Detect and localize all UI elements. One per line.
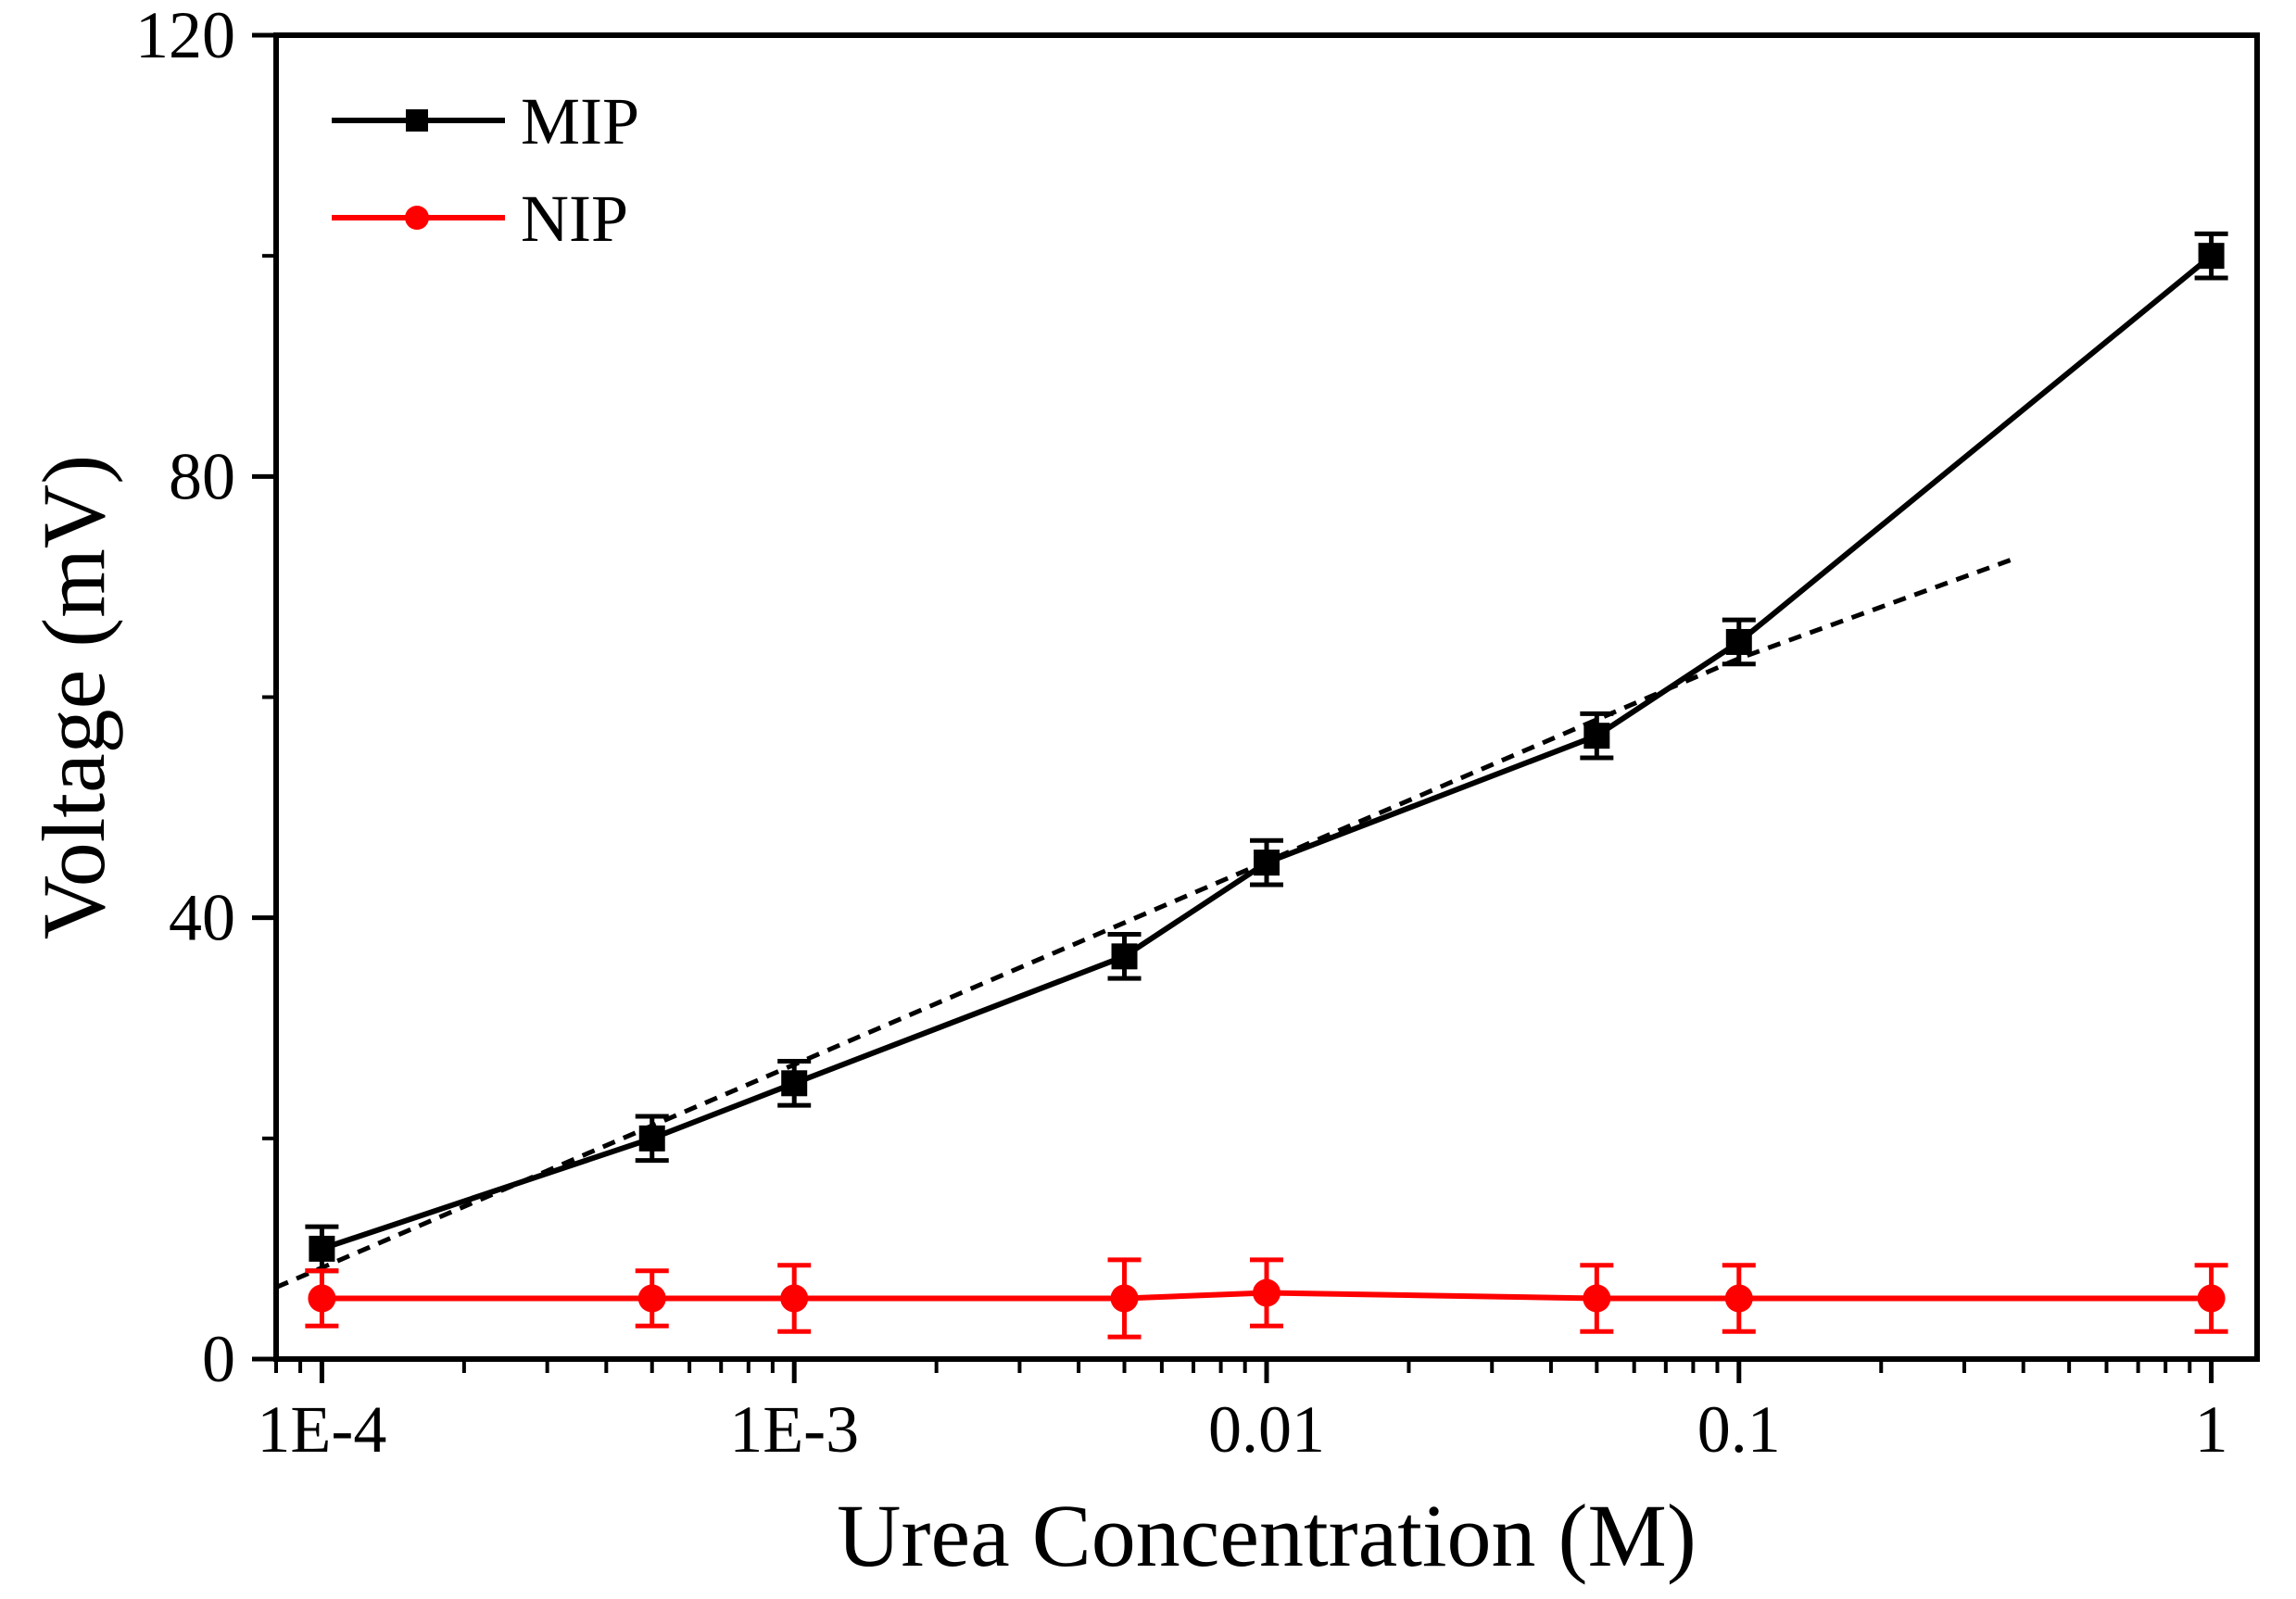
data-point-mip xyxy=(2198,243,2225,270)
data-point-nip xyxy=(1583,1284,1611,1313)
data-point-mip xyxy=(781,1070,808,1097)
y-tick-label: 120 xyxy=(135,0,235,72)
x-axis-title: Urea Concentration (M) xyxy=(837,1486,1697,1585)
data-point-nip xyxy=(1110,1284,1139,1313)
tick-layer xyxy=(252,32,2214,1383)
data-point-mip xyxy=(1583,723,1610,749)
data-point-mip xyxy=(1254,850,1280,876)
x-tick-label: 0.01 xyxy=(1208,1392,1325,1467)
legend: MIP NIP xyxy=(332,84,639,256)
series-line-mip xyxy=(321,253,2214,1252)
data-point-nip xyxy=(1253,1278,1280,1307)
data-point-mip xyxy=(638,1125,665,1152)
legend-label-mip: MIP xyxy=(521,84,639,158)
y-tick-label: 80 xyxy=(169,439,235,513)
data-point-nip xyxy=(1724,1284,1753,1313)
legend-item-nip: NIP xyxy=(332,182,628,256)
x-tick-label: 1E-3 xyxy=(729,1392,859,1467)
series-layer xyxy=(305,231,2228,1340)
x-tick-label: 1E-4 xyxy=(257,1392,386,1467)
y-tick-label: 0 xyxy=(202,1322,235,1396)
x-tick-label: 1 xyxy=(2195,1392,2228,1467)
legend-label-nip: NIP xyxy=(521,182,628,256)
y-tick-label: 40 xyxy=(169,881,235,955)
legend-marker-nip xyxy=(405,206,429,230)
tick-label-layer: 1E-4 1E-3 0.01 0.1 1 0 40 80 120 xyxy=(135,0,2228,1467)
legend-item-mip: MIP xyxy=(332,84,639,158)
data-point-nip xyxy=(780,1284,809,1313)
data-point-nip xyxy=(637,1284,666,1313)
series-line-nip xyxy=(322,1290,2212,1302)
data-point-mip xyxy=(309,1235,335,1262)
y-axis-title: Voltage (mV) xyxy=(24,455,123,939)
x-tick-label: 0.1 xyxy=(1697,1392,1781,1467)
data-point-nip xyxy=(2197,1284,2226,1313)
fit-line xyxy=(275,557,2014,1290)
data-point-mip xyxy=(1111,943,1138,970)
fit-line-layer xyxy=(275,557,2014,1290)
data-point-mip xyxy=(1725,628,1752,655)
legend-marker-mip xyxy=(406,109,428,132)
data-point-nip xyxy=(308,1284,336,1313)
